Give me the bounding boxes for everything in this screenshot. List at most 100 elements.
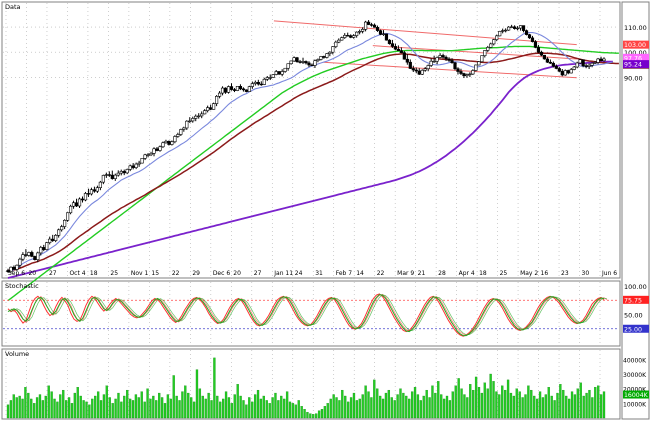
candle [441, 53, 445, 59]
candle [119, 169, 123, 176]
x-tick-label: 24 [295, 270, 303, 277]
volume-bar [448, 400, 452, 419]
volume-bar [535, 398, 539, 419]
volume-bar [506, 379, 510, 419]
candle [352, 34, 356, 39]
candle-body [486, 47, 490, 51]
candle [313, 59, 317, 68]
axis-panel-frame [621, 1, 650, 420]
candle-body [372, 24, 377, 28]
candle-body [158, 146, 162, 151]
volume-bar [317, 410, 321, 419]
volume-bar [556, 392, 559, 419]
candle-body [229, 86, 234, 90]
volume-bar [550, 395, 553, 419]
candle [498, 30, 502, 37]
stochastic-line [7, 293, 605, 337]
volume-panel-title: Volume [5, 350, 29, 358]
candle-body [569, 69, 573, 74]
candle-body [283, 67, 287, 72]
candle [259, 81, 263, 86]
volume-bar [265, 400, 268, 419]
candle [229, 83, 234, 91]
volume-bars [6, 357, 606, 419]
candle-body [527, 34, 532, 39]
candle-body [155, 148, 159, 151]
volume-bar [509, 392, 513, 419]
candle [250, 81, 254, 89]
x-tick-label: 21 [418, 270, 426, 277]
candle-body [501, 30, 505, 32]
candle [361, 27, 365, 34]
candle-body [334, 41, 338, 47]
candle [495, 34, 499, 42]
volume-bar [184, 385, 187, 419]
volume-bar [553, 400, 556, 419]
candle [209, 104, 213, 111]
candle [66, 212, 70, 222]
candle [450, 58, 454, 64]
volume-bar [396, 394, 399, 419]
candle [465, 73, 469, 78]
candle [182, 126, 186, 132]
candle-body [328, 51, 332, 54]
volume-bar [492, 381, 495, 419]
candle-body [39, 247, 43, 254]
candle-body [164, 140, 168, 144]
candle [486, 45, 490, 52]
candle [274, 69, 278, 76]
candle [310, 63, 314, 67]
volume-bar [408, 398, 411, 419]
candle [462, 72, 466, 79]
volume-bar [300, 406, 303, 419]
volume-bar [59, 394, 62, 419]
volume-bar [27, 392, 30, 419]
candle [340, 36, 344, 41]
volume-bar [521, 397, 524, 419]
candle-body [477, 61, 481, 66]
ma-mid-line [8, 52, 619, 272]
volume-bar [463, 394, 466, 419]
candle-body [212, 103, 216, 110]
candle [212, 102, 216, 110]
candle-body [185, 120, 189, 129]
volume-bar [213, 357, 216, 419]
candle [30, 250, 34, 258]
candle-body [80, 198, 85, 201]
volume-bar [248, 397, 251, 419]
volume-bar [175, 395, 178, 419]
candle [36, 251, 40, 263]
candle-body [369, 24, 374, 26]
x-tick-label: 28 [438, 270, 446, 277]
candle [539, 50, 544, 57]
volume-bar [12, 394, 15, 419]
volume-bar [355, 400, 359, 419]
x-tick-label: May 2 [520, 270, 538, 277]
volume-bar [562, 389, 565, 419]
candle-body [21, 254, 25, 260]
candle-body [68, 205, 73, 214]
candle-body [584, 65, 588, 67]
candle-body [447, 58, 451, 61]
volume-bar [155, 400, 158, 419]
candle [256, 79, 260, 86]
volume-bar [288, 401, 292, 419]
candle [444, 55, 448, 61]
candle-body [396, 48, 400, 51]
price-label-text: 95.24 [624, 62, 642, 69]
candle [289, 60, 293, 65]
candle-body [215, 96, 219, 104]
candle [104, 172, 108, 178]
candle-body [378, 30, 383, 35]
candle-body [241, 88, 246, 91]
volume-bar [163, 403, 167, 419]
candle-body [60, 226, 64, 231]
candle [402, 50, 406, 60]
candle-body [545, 58, 549, 63]
x-tick-label: 18 [479, 270, 487, 277]
candle-body [170, 141, 174, 145]
candle [95, 185, 99, 193]
volume-bar [399, 388, 402, 419]
candle-body [209, 107, 213, 110]
ma-short-line [7, 32, 614, 272]
